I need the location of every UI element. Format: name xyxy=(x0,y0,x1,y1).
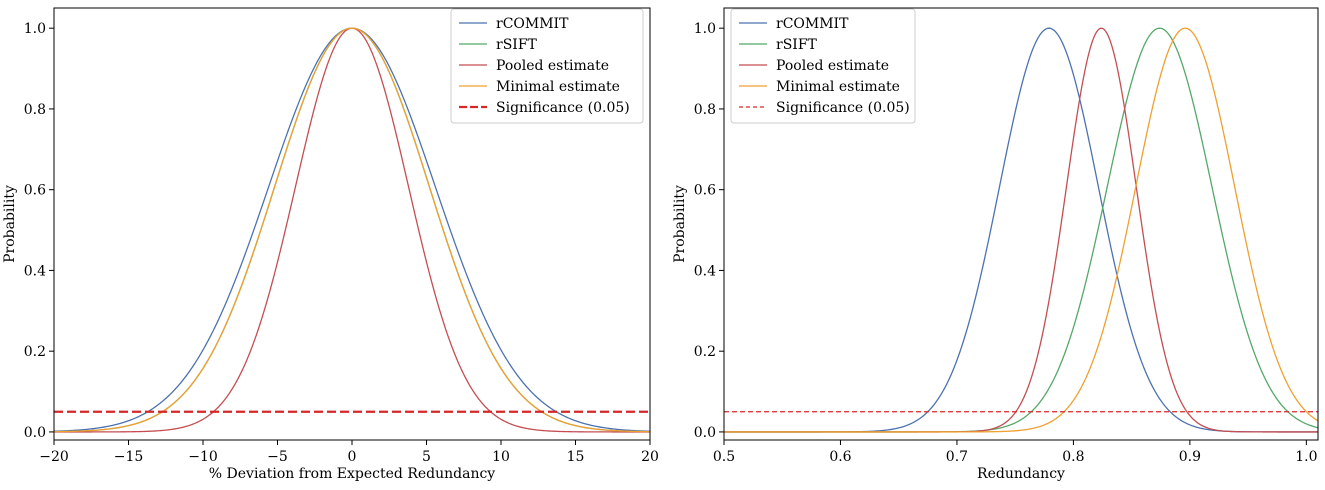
y-tick-label: 0.6 xyxy=(24,183,46,199)
x-tick-label: 1.0 xyxy=(1295,449,1317,465)
series-line-minimal-estimate xyxy=(724,27,1318,433)
series-group xyxy=(724,27,1318,433)
x-tick-label: 0.8 xyxy=(1062,449,1084,465)
x-tick-label: 0.7 xyxy=(946,449,968,465)
legend-label: rCOMMIT xyxy=(776,16,849,32)
legend-label: Minimal estimate xyxy=(496,79,620,95)
y-tick-label: 0.2 xyxy=(24,344,46,360)
legend-box xyxy=(450,8,644,124)
legend-label: rSIFT xyxy=(776,37,818,53)
legend: rCOMMIT rSIFT Pooled estimate Minimal estim… xyxy=(730,8,916,124)
legend-label: rSIFT xyxy=(496,37,538,53)
chart-panel-1: −20 −15 −10 −5 0 5 10 15 20 0.0 0.2 0.4 0.6 0.8 1.0 % D… xyxy=(2,7,659,482)
y-axis-label: Probability xyxy=(2,185,18,263)
legend-label: Pooled estimate xyxy=(776,58,889,74)
y-tick-label: 1.0 xyxy=(694,21,716,37)
y-tick-label: 0.4 xyxy=(24,263,46,279)
x-tick-label: −20 xyxy=(39,449,69,465)
x-tick-label: −10 xyxy=(188,449,218,465)
x-tick-label: 0 xyxy=(348,449,357,465)
legend-box xyxy=(730,8,916,124)
x-tick-label: 0.6 xyxy=(829,449,851,465)
legend-label: Significance (0.05) xyxy=(496,100,630,116)
y-axis-label: Probability xyxy=(672,185,688,263)
y-tick-label: 0.4 xyxy=(694,263,716,279)
y-tick-label: 0.0 xyxy=(24,425,46,441)
legend-label: Significance (0.05) xyxy=(776,100,910,116)
legend: rCOMMIT rSIFT Pooled estimate Minimal estim… xyxy=(450,8,644,124)
x-tick-label: 5 xyxy=(422,449,431,465)
x-axis-label: Redundancy xyxy=(977,466,1065,482)
y-tick-label: 0.8 xyxy=(694,102,716,118)
x-tick-label: 15 xyxy=(567,449,585,465)
x-tick-label: 10 xyxy=(492,449,510,465)
y-tick-label: 1.0 xyxy=(24,21,46,37)
legend-label: Pooled estimate xyxy=(496,58,609,74)
y-tick-label: 0.8 xyxy=(24,102,46,118)
legend-label: Minimal estimate xyxy=(776,79,900,95)
x-tick-label: −5 xyxy=(267,449,288,465)
x-tick-label: −15 xyxy=(114,449,144,465)
x-axis-label: % Deviation from Expected Redundancy xyxy=(209,466,496,482)
plot-frame xyxy=(723,7,1319,441)
legend-label: rCOMMIT xyxy=(496,16,569,32)
y-tick-label: 0.6 xyxy=(694,183,716,199)
x-tick-label: 0.9 xyxy=(1179,449,1201,465)
series-line-minimal-estimate xyxy=(54,27,650,433)
x-tick-label: 20 xyxy=(641,449,659,465)
x-tick-label: 0.5 xyxy=(713,449,735,465)
chart-panel-2: 0.5 0.6 0.7 0.8 0.9 1.0 0.0 0.2 0.4 0.6 0.8 1.0 Redu… xyxy=(672,7,1319,482)
series-group xyxy=(54,27,650,433)
y-tick-label: 0.0 xyxy=(694,425,716,441)
y-tick-label: 0.2 xyxy=(694,344,716,360)
